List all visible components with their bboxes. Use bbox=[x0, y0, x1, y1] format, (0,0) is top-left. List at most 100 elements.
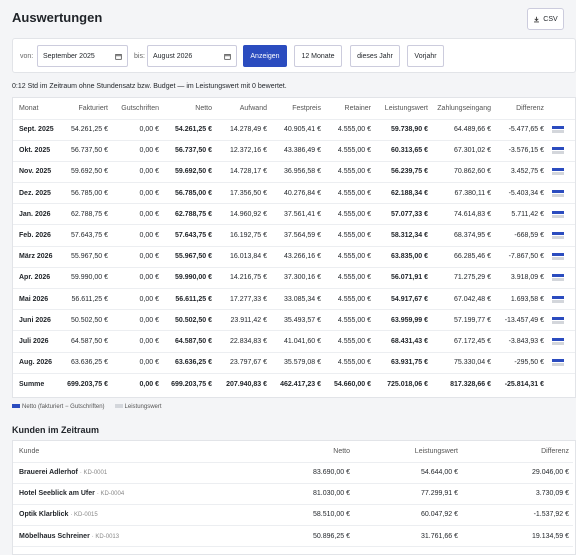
preset-button[interactable]: 12 Monate bbox=[294, 45, 342, 67]
cell: 16.192,75 € bbox=[216, 224, 271, 247]
section-title: Kunden im Zeitraum bbox=[12, 425, 100, 435]
cell: 57.643,75 € bbox=[163, 224, 216, 247]
customers-table: Kunde Netto Leistungswert Differenz Brauerei… bbox=[13, 441, 573, 548]
customer-code: · KD-0001 bbox=[79, 470, 108, 477]
cell: 0,00 € bbox=[112, 224, 163, 247]
cell: 57.199,77 € bbox=[432, 309, 495, 332]
cell: 59.692,50 € bbox=[163, 161, 216, 184]
month-row: Juni 2026 50.502,50 €0,00 €50.502,50 €23.… bbox=[13, 309, 575, 332]
cell: 207.940,83 € bbox=[216, 372, 271, 396]
cell: 14.216,75 € bbox=[216, 267, 271, 290]
cell: 70.862,60 € bbox=[432, 161, 495, 184]
cell: 817.328,66 € bbox=[432, 372, 495, 396]
cell: 63.959,99 € bbox=[375, 309, 432, 332]
cell: 54.660,00 € bbox=[325, 372, 375, 396]
netto-bar bbox=[552, 232, 564, 236]
cell: 56.611,25 € bbox=[163, 288, 216, 311]
cell: 22.834,83 € bbox=[216, 330, 271, 353]
cell: 83.690,00 € bbox=[251, 462, 354, 484]
cell: 29.046,00 € bbox=[462, 462, 573, 484]
cell: 17.356,50 € bbox=[216, 182, 271, 205]
cell: 67.380,11 € bbox=[432, 182, 495, 205]
cell: 58.510,00 € bbox=[251, 504, 354, 527]
leistung-bar bbox=[552, 193, 564, 197]
cell: 37.300,16 € bbox=[271, 267, 325, 290]
from-value: September 2025 bbox=[43, 52, 95, 60]
note: 0:12 Std im Zeitraum ohne Stundensatz bz… bbox=[12, 83, 287, 90]
cell: 462.417,23 € bbox=[271, 372, 325, 396]
cell: 68.374,95 € bbox=[432, 224, 495, 247]
cell: 64.587,50 € bbox=[163, 330, 216, 353]
sum-row: Summe 699.203,75 €0,00 €699.203,75 €207.9… bbox=[13, 372, 575, 396]
column-header: Monat bbox=[13, 98, 63, 120]
csv-label: CSV bbox=[543, 15, 558, 23]
from-label: von: bbox=[20, 53, 34, 60]
customer-code: · KD-0004 bbox=[96, 491, 125, 498]
from-input[interactable]: September 2025 bbox=[37, 45, 128, 67]
customer-name: Brauerei Adlerhof bbox=[19, 469, 78, 477]
cell: 64.587,50 € bbox=[63, 330, 112, 353]
cell: -1.537,92 € bbox=[462, 504, 573, 527]
netto-bar bbox=[552, 295, 564, 299]
preset-button[interactable]: Vorjahr bbox=[407, 45, 444, 67]
cell: 36.956,58 € bbox=[271, 161, 325, 184]
cell: Juli 2026 bbox=[13, 330, 63, 353]
legend: Netto (fakturiert − Gutschriften) Leistu… bbox=[12, 404, 162, 410]
to-value: August 2026 bbox=[153, 52, 193, 60]
leistung-bar bbox=[552, 257, 564, 261]
legend-item: Leistungswert bbox=[114, 404, 162, 410]
cell: 54.644,00 € bbox=[354, 462, 462, 484]
to-input[interactable]: August 2026 bbox=[147, 45, 237, 67]
cell: -25.814,31 € bbox=[495, 372, 548, 396]
cell: 0,00 € bbox=[112, 352, 163, 374]
customer-name: Hotel Seeblick am Ufer bbox=[19, 490, 95, 498]
cell: 56.737,50 € bbox=[163, 140, 216, 162]
header-row: Monat Fakturiert Gutschriften Netto Aufwand F… bbox=[13, 98, 575, 120]
months-table: Monat Fakturiert Gutschriften Netto Aufwand F… bbox=[13, 98, 575, 396]
bar-cell bbox=[548, 352, 575, 374]
legend-label: Leistungswert bbox=[124, 404, 162, 410]
cell: 1.693,58 € bbox=[495, 288, 548, 311]
show-button[interactable]: Anzeigen bbox=[243, 45, 287, 67]
cell: 37.561,41 € bbox=[271, 203, 325, 226]
netto-bar bbox=[552, 359, 564, 363]
cell: 4.555,00 € bbox=[325, 161, 375, 184]
cell: 63.636,25 € bbox=[63, 352, 112, 374]
cell: 56.785,00 € bbox=[63, 182, 112, 205]
cell: Sept. 2025 bbox=[13, 119, 63, 141]
cell: 68.431,43 € bbox=[375, 330, 432, 353]
cell: 4.555,00 € bbox=[325, 246, 375, 268]
cell: 4.555,00 € bbox=[325, 224, 375, 247]
leistung-bar bbox=[552, 299, 564, 303]
cell: 63.931,75 € bbox=[375, 352, 432, 374]
preset-button[interactable]: dieses Jahr bbox=[350, 45, 400, 67]
cell: 50.502,50 € bbox=[63, 309, 112, 332]
cell: Dez. 2025 bbox=[13, 182, 63, 205]
cell: 67.042,48 € bbox=[432, 288, 495, 311]
bar-cell bbox=[548, 140, 575, 162]
cell: 60.313,65 € bbox=[375, 140, 432, 162]
column-header: Kunde bbox=[13, 441, 251, 463]
cell: 0,00 € bbox=[112, 330, 163, 353]
cell: 4.555,00 € bbox=[325, 140, 375, 162]
cell: -13.457,49 € bbox=[495, 309, 548, 332]
bar-cell bbox=[548, 288, 575, 311]
customer-row: Optik Klarblick · KD-0015 58.510,00 €60.0… bbox=[13, 504, 573, 527]
leistung-bar bbox=[552, 151, 564, 155]
cell: 0,00 € bbox=[112, 182, 163, 205]
cell: 725.018,06 € bbox=[375, 372, 432, 396]
netto-bar bbox=[552, 337, 564, 341]
cell: 17.277,33 € bbox=[216, 288, 271, 311]
cell: 23.911,42 € bbox=[216, 309, 271, 332]
cell: 59.990,00 € bbox=[163, 267, 216, 290]
bar-cell bbox=[548, 119, 575, 141]
cell: Nov. 2025 bbox=[13, 161, 63, 184]
download-icon bbox=[534, 16, 540, 22]
bar-cell bbox=[548, 246, 575, 268]
bar-cell bbox=[548, 182, 575, 205]
customer-name: Möbelhaus Schreiner bbox=[19, 532, 90, 540]
cell: 0,00 € bbox=[112, 203, 163, 226]
cell: 3.730,09 € bbox=[462, 483, 573, 505]
netto-bar bbox=[552, 274, 564, 278]
csv-button[interactable]: CSV bbox=[527, 8, 564, 30]
